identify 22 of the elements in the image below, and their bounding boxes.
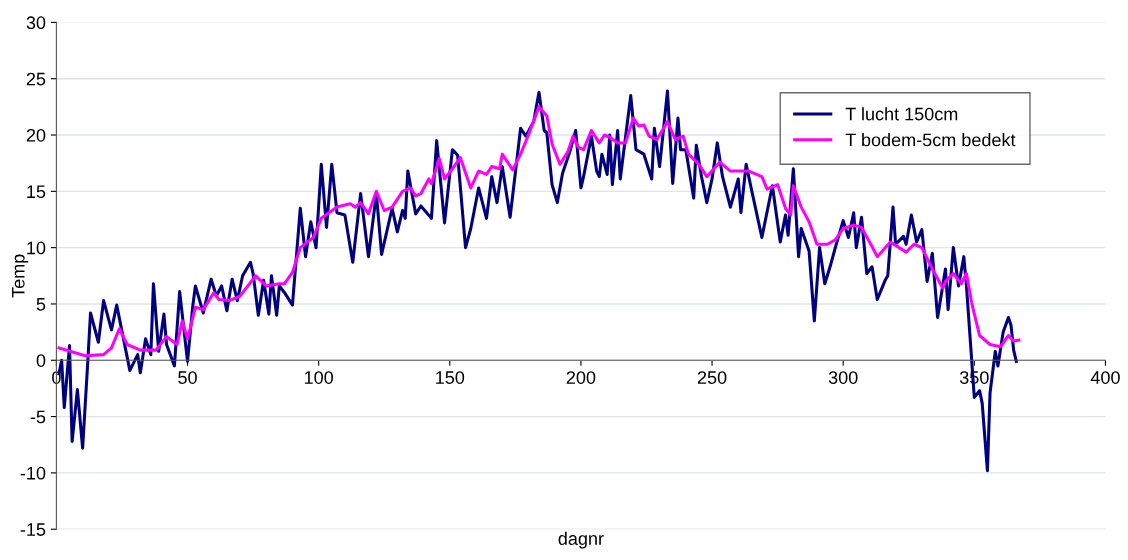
x-tick-label: 400 <box>1090 371 1120 384</box>
line-series <box>57 105 1021 358</box>
y-tick-label: 5 <box>36 298 46 311</box>
x-tick-label: 150 <box>436 371 465 384</box>
y-tick-label: -15 <box>20 523 46 536</box>
x-tick-label: 300 <box>828 371 858 384</box>
x-tick-label: 200 <box>566 371 596 384</box>
x-tick-label: 100 <box>304 371 334 384</box>
legend-label: T bodem-5cm bedekt <box>845 133 1016 147</box>
x-tick-label: 50 <box>178 371 197 384</box>
y-tick-label: -5 <box>30 410 46 424</box>
y-tick-label: -10 <box>20 466 46 480</box>
y-tick-label: 30 <box>26 16 46 30</box>
legend-label: T lucht 150cm <box>845 107 958 121</box>
x-axis-title: dagnr <box>558 531 604 549</box>
y-tick-label: 15 <box>27 185 46 199</box>
x-tick-label: 250 <box>697 371 727 384</box>
y-tick-label: 0 <box>36 354 46 367</box>
y-tick-label: 10 <box>27 241 46 255</box>
y-tick-label: 25 <box>26 72 46 86</box>
y-axis-title: Temp <box>12 254 29 298</box>
y-tick-label: 20 <box>26 128 46 142</box>
